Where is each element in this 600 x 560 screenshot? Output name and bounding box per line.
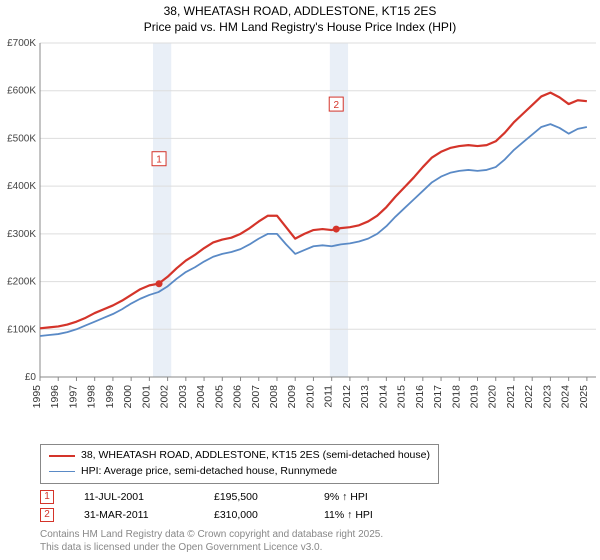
x-tick-label: 2018	[450, 385, 462, 409]
x-tick-label: 2021	[505, 385, 517, 409]
x-tick-label: 2001	[140, 385, 152, 409]
footer: Contains HM Land Registry data © Crown c…	[40, 528, 383, 554]
x-tick-label: 1997	[67, 385, 79, 409]
x-tick-label: 2012	[341, 385, 353, 409]
chart-area: £0 £100K £200K £300K £400K £500K £600K £700K 199…	[0, 37, 600, 437]
marker-id-box: 1	[40, 490, 54, 504]
y-tick-label: £400K	[7, 181, 36, 192]
x-tick-label: 2005	[213, 385, 225, 409]
marker-date: 31-MAR-2011	[84, 509, 214, 521]
y-tick-label: £0	[25, 372, 37, 383]
x-tick-label: 2006	[232, 385, 244, 409]
chart-svg: £0 £100K £200K £300K £400K £500K £600K £700K 199…	[0, 37, 600, 437]
x-tick-label: 2020	[487, 385, 499, 409]
legend-row: HPI: Average price, semi-detached house,…	[49, 464, 430, 480]
table-row: 1 11-JUL-2001£195,5009% ↑ HPI	[40, 488, 434, 506]
x-tick-label: 2022	[523, 385, 535, 409]
table-row: 2 31-MAR-2011£310,00011% ↑ HPI	[40, 506, 434, 524]
footer-line1: Contains HM Land Registry data © Crown c…	[40, 528, 383, 541]
series-line-0	[40, 93, 587, 329]
x-tick-label: 1998	[86, 385, 98, 409]
x-tick-label: 2014	[377, 385, 389, 409]
x-tick-label: 2015	[396, 385, 408, 409]
marker-id-box: 2	[40, 508, 54, 522]
marker-callout-label: 1	[156, 155, 162, 166]
marker-dot	[333, 226, 340, 233]
x-tick-label: 2011	[323, 385, 335, 408]
x-tick-label: 2009	[286, 385, 298, 409]
y-tick-label: £600K	[7, 86, 36, 97]
x-tick-label: 2013	[359, 385, 371, 409]
legend: 38, WHEATASH ROAD, ADDLESTONE, KT15 2ES …	[40, 444, 439, 484]
x-tick-label: 2017	[432, 385, 444, 409]
y-tick-label: £700K	[7, 38, 36, 49]
x-tick-label: 1995	[31, 385, 43, 409]
y-tick-label: £100K	[7, 324, 36, 335]
chart-container: 38, WHEATASH ROAD, ADDLESTONE, KT15 2ES …	[0, 0, 600, 560]
title-address: 38, WHEATASH ROAD, ADDLESTONE, KT15 2ES	[0, 4, 600, 20]
x-tick-label: 2025	[578, 385, 590, 409]
x-tick-label: 2002	[159, 385, 171, 409]
marker-price: £195,500	[214, 491, 324, 503]
x-tick-label: 2019	[469, 385, 481, 409]
marker-price: £310,000	[214, 509, 324, 521]
x-tick-label: 2008	[268, 385, 280, 409]
x-tick-label: 2000	[122, 385, 134, 409]
shaded-band	[330, 43, 348, 377]
footer-line2: This data is licensed under the Open Gov…	[40, 541, 383, 554]
x-tick-label: 2010	[304, 385, 316, 409]
title-subtitle: Price paid vs. HM Land Registry's House …	[0, 20, 600, 36]
shaded-band	[153, 43, 171, 377]
chart-title: 38, WHEATASH ROAD, ADDLESTONE, KT15 2ES …	[0, 0, 600, 37]
legend-swatch	[49, 471, 75, 472]
marker-callout-label: 2	[333, 100, 339, 111]
x-tick-label: 2016	[414, 385, 426, 409]
legend-label: 38, WHEATASH ROAD, ADDLESTONE, KT15 2ES …	[81, 448, 430, 464]
y-tick-label: £300K	[7, 229, 36, 240]
marker-date: 11-JUL-2001	[84, 491, 214, 503]
x-tick-label: 2007	[250, 385, 262, 409]
x-tick-label: 1999	[104, 385, 116, 409]
legend-label: HPI: Average price, semi-detached house,…	[81, 464, 337, 480]
marker-dot	[156, 280, 163, 287]
legend-swatch	[49, 455, 75, 457]
x-tick-label: 2003	[177, 385, 189, 409]
marker-pct: 9% ↑ HPI	[324, 491, 434, 503]
x-tick-label: 1996	[49, 385, 61, 409]
x-tick-label: 2024	[560, 385, 572, 409]
legend-row: 38, WHEATASH ROAD, ADDLESTONE, KT15 2ES …	[49, 448, 430, 464]
x-tick-label: 2023	[541, 385, 553, 409]
y-tick-label: £200K	[7, 277, 36, 288]
y-tick-label: £500K	[7, 134, 36, 145]
marker-pct: 11% ↑ HPI	[324, 509, 434, 521]
marker-table: 1 11-JUL-2001£195,5009% ↑ HPI 2 31-MAR-2011…	[40, 488, 434, 524]
x-tick-label: 2004	[195, 385, 207, 409]
